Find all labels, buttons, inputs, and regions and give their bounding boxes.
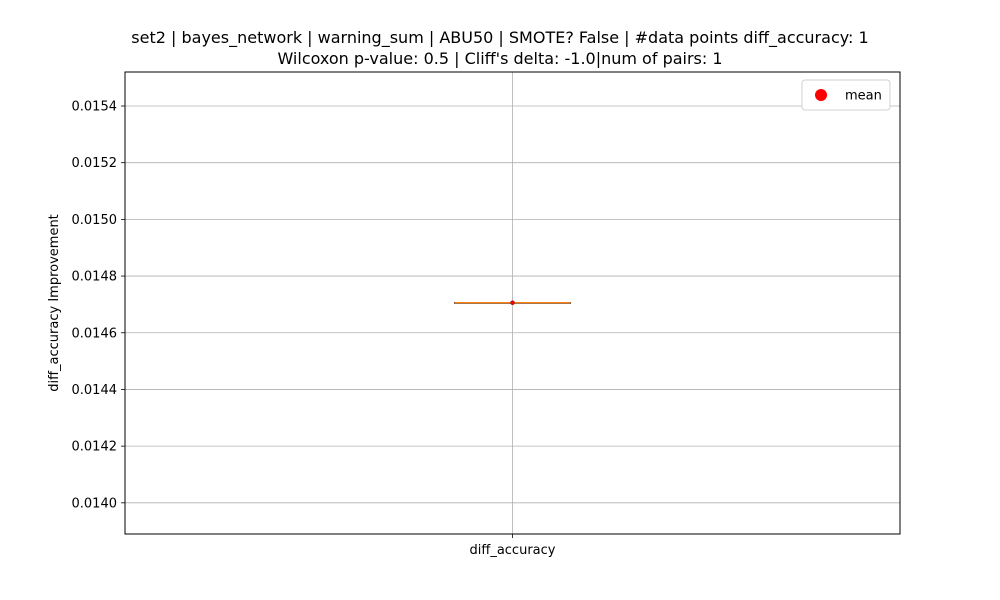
legend-mean-marker xyxy=(815,89,827,101)
y-tick-label: 0.0150 xyxy=(72,213,118,228)
legend-box xyxy=(801,79,891,111)
y-tick-label: 0.0144 xyxy=(72,383,118,398)
x-tick-layer: diff_accuracy xyxy=(470,534,556,558)
y-tick-label: 0.0140 xyxy=(72,496,118,511)
y-tick-layer: 0.0140 0.0142 0.0144 0.0146 0.0148 0.0150 0.01… xyxy=(72,100,125,511)
chart-title-line-2: Wilcoxon p-value: 0.5 | Cliff's delta: -… xyxy=(277,49,723,68)
grid-layer xyxy=(125,72,900,534)
y-tick-label: 0.0154 xyxy=(72,100,118,115)
y-tick-label: 0.0152 xyxy=(72,156,118,171)
axes-frame xyxy=(124,71,901,535)
y-axis-label: diff_accuracy Improvement xyxy=(47,214,62,392)
y-tick-label: 0.0142 xyxy=(72,440,118,455)
x-tick-label: diff_accuracy xyxy=(470,543,556,558)
legend-label: mean xyxy=(845,89,882,104)
y-tick-label: 0.0148 xyxy=(72,270,118,285)
y-tick-label: 0.0146 xyxy=(72,326,118,341)
mean-marker xyxy=(510,300,515,305)
chart-title-line-1: set2 | bayes_network | warning_sum | ABU… xyxy=(131,28,869,47)
box-layer xyxy=(454,300,571,305)
legend: mean xyxy=(801,79,891,111)
